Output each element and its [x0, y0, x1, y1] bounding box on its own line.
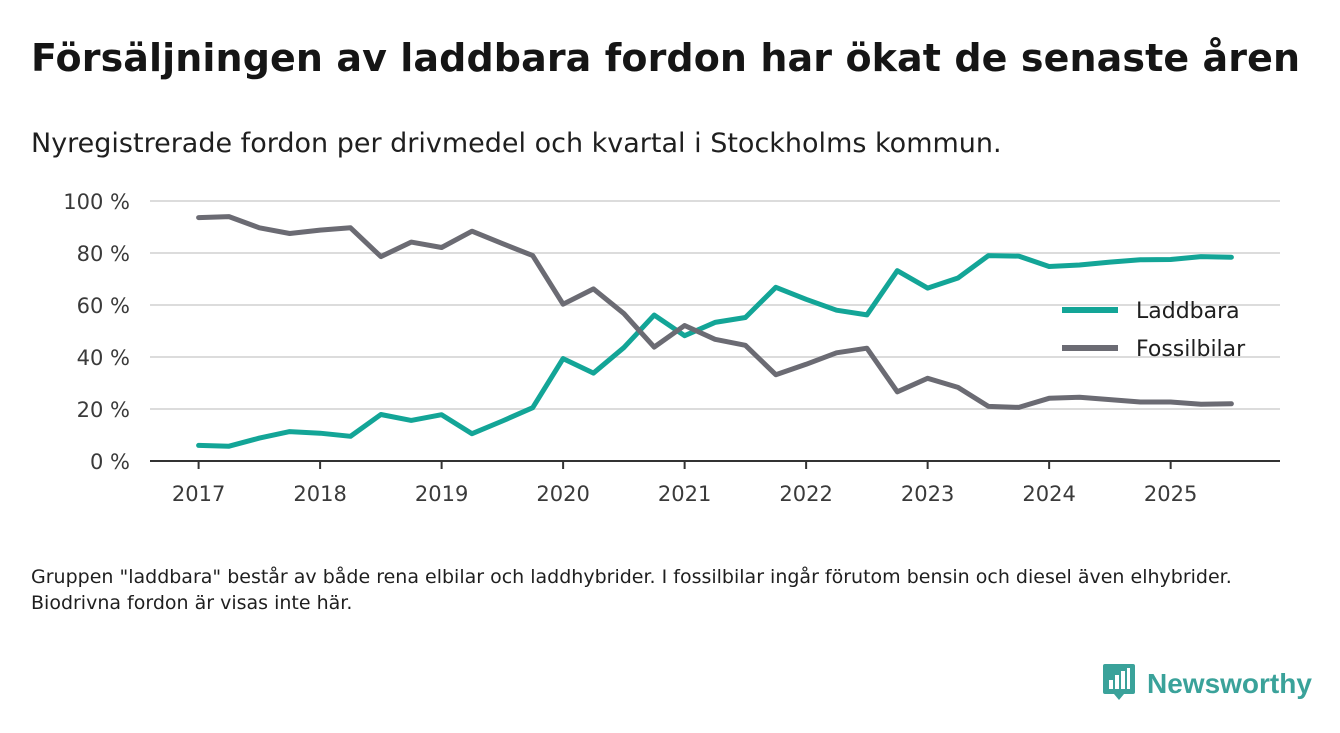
legend: Laddbara Fossilbilar — [1062, 299, 1246, 362]
y-tick-label: 40 % — [77, 346, 130, 370]
x-tick-label: 2020 — [536, 482, 589, 506]
x-axis — [150, 460, 1280, 469]
x-tick-label: 2019 — [415, 482, 468, 506]
x-tick-label: 2018 — [293, 482, 346, 506]
series-lines — [196, 214, 1234, 449]
y-tick-label: 0 % — [90, 450, 130, 474]
footnote: Gruppen "laddbara" består av både rena e… — [31, 566, 1232, 614]
line-chart: 0 % 20 % 40 % 60 % 80 % 100 % 2017 2018 2019 202… — [63, 190, 1280, 506]
series-line-laddbara — [196, 253, 1234, 449]
series-line-fossilbilar — [196, 214, 1234, 410]
y-axis-labels: 0 % 20 % 40 % 60 % 80 % 100 % — [63, 190, 130, 474]
y-tick-label: 80 % — [77, 242, 130, 266]
x-tick-label: 2022 — [779, 482, 832, 506]
brand-name: Newsworthy — [1147, 668, 1312, 699]
x-tick-label: 2025 — [1144, 482, 1197, 506]
x-axis-labels: 2017 2018 2019 2020 2021 2022 2023 2024 2025 — [172, 482, 1197, 506]
x-tick-label: 2024 — [1022, 482, 1075, 506]
gridlines — [150, 200, 1280, 410]
legend-label-laddbara: Laddbara — [1136, 299, 1240, 324]
chart-subtitle: Nyregistrerade fordon per drivmedel och … — [31, 128, 1002, 159]
y-tick-label: 20 % — [77, 398, 130, 422]
y-tick-label: 60 % — [77, 294, 130, 318]
bar-chart-icon — [1102, 662, 1136, 706]
x-tick-label: 2017 — [172, 482, 225, 506]
y-tick-label: 100 % — [63, 190, 130, 214]
chart-title: Försäljningen av laddbara fordon har öka… — [31, 36, 1301, 80]
x-tick-label: 2023 — [901, 482, 954, 506]
x-tick-label: 2021 — [658, 482, 711, 506]
brand-logo[interactable]: Newsworthy — [1102, 662, 1312, 706]
legend-label-fossilbilar: Fossilbilar — [1136, 337, 1246, 362]
